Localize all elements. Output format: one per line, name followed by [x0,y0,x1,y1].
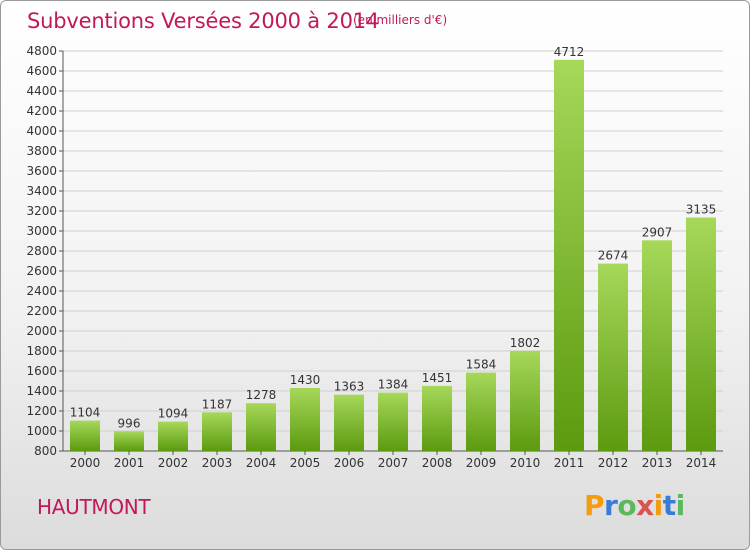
bar-2004 [246,403,276,451]
data-label: 1187 [202,397,233,411]
x-tick-label: 2006 [334,456,365,470]
y-tick-label: 3800 [26,144,57,158]
y-tick-label: 2000 [26,324,57,338]
logo-letter: r [604,489,618,522]
data-label: 3135 [686,203,717,217]
bar-2006 [334,394,364,451]
x-tick-label: 2010 [510,456,541,470]
y-tick-label: 1800 [26,344,57,358]
data-label: 2907 [642,225,673,239]
x-tick-label: 2007 [378,456,409,470]
y-tick-label: 1000 [26,424,57,438]
logo-letter: P [584,489,605,522]
chart-title: Subventions Versées 2000 à 2014 [27,9,380,33]
data-label: 1384 [378,378,409,392]
bars [70,59,716,452]
bar-2003 [202,412,232,451]
x-tick-label: 2008 [422,456,453,470]
data-label: 1094 [158,407,189,421]
logo-letter: x [636,489,654,522]
data-label: 1802 [510,336,541,350]
y-tick-label: 3400 [26,184,57,198]
y-tick-label: 4600 [26,64,57,78]
y-tick-label: 3000 [26,224,57,238]
bar-2009 [466,372,496,451]
y-tick-label: 2200 [26,304,57,318]
y-tick-label: 800 [34,444,57,458]
bar-2007 [378,392,408,451]
bar-2005 [290,388,320,451]
proxiti-logo[interactable]: Proxiti [584,489,685,522]
y-tick-label: 4400 [26,84,57,98]
commune-name: HAUTMONT [37,495,151,519]
data-labels: 1104 996 1094 1187 1278 1430 1363 1384 1451 1584 1… [70,45,717,431]
data-label: 996 [118,416,141,430]
x-tick-label: 2011 [554,456,585,470]
x-tick-label: 2002 [158,456,189,470]
bar-2008 [422,385,452,451]
y-tick-label: 2800 [26,244,57,258]
x-tick-label: 2001 [114,456,145,470]
data-label: 1430 [290,373,321,387]
bar-2001 [114,431,144,451]
y-tick-label: 3200 [26,204,57,218]
x-tick-label: 2005 [290,456,321,470]
data-label: 1278 [246,388,277,402]
y-tick-label: 2600 [26,264,57,278]
bar-2014 [686,217,716,451]
x-tick-label: 2013 [642,456,673,470]
bar-2000 [70,420,100,451]
y-tick-label: 1200 [26,404,57,418]
x-tick-label: 2009 [466,456,497,470]
data-label: 1451 [422,371,453,385]
x-tick-label: 2003 [202,456,233,470]
x-tick-label: 2012 [598,456,629,470]
x-tick-label: 2000 [70,456,101,470]
y-tick-label: 2400 [26,284,57,298]
y-tick-label: 4800 [26,44,57,58]
y-tick-label: 4200 [26,104,57,118]
logo-letter: i [653,489,664,522]
data-label: 4712 [554,45,585,59]
y-tick-label: 1400 [26,384,57,398]
bar-2002 [158,421,188,451]
y-tick-label: 3600 [26,164,57,178]
logo-letter: t [662,489,676,522]
y-tick-label: 4000 [26,124,57,138]
x-tick-label: 2014 [686,456,717,470]
x-tick-label: 2004 [246,456,277,470]
bar-2012 [598,263,628,451]
chart-subtitle: (en milliers d'€) [353,13,448,27]
data-label: 2674 [598,249,629,263]
data-label: 1584 [466,358,497,372]
data-label: 1104 [70,406,101,420]
data-label: 1363 [334,380,365,394]
logo-letter: o [617,489,637,522]
bar-2011 [554,59,584,452]
logo-letter: i [675,489,686,522]
bar-2013 [642,240,672,451]
y-tick-label: 1600 [26,364,57,378]
bar-2010 [510,350,540,451]
